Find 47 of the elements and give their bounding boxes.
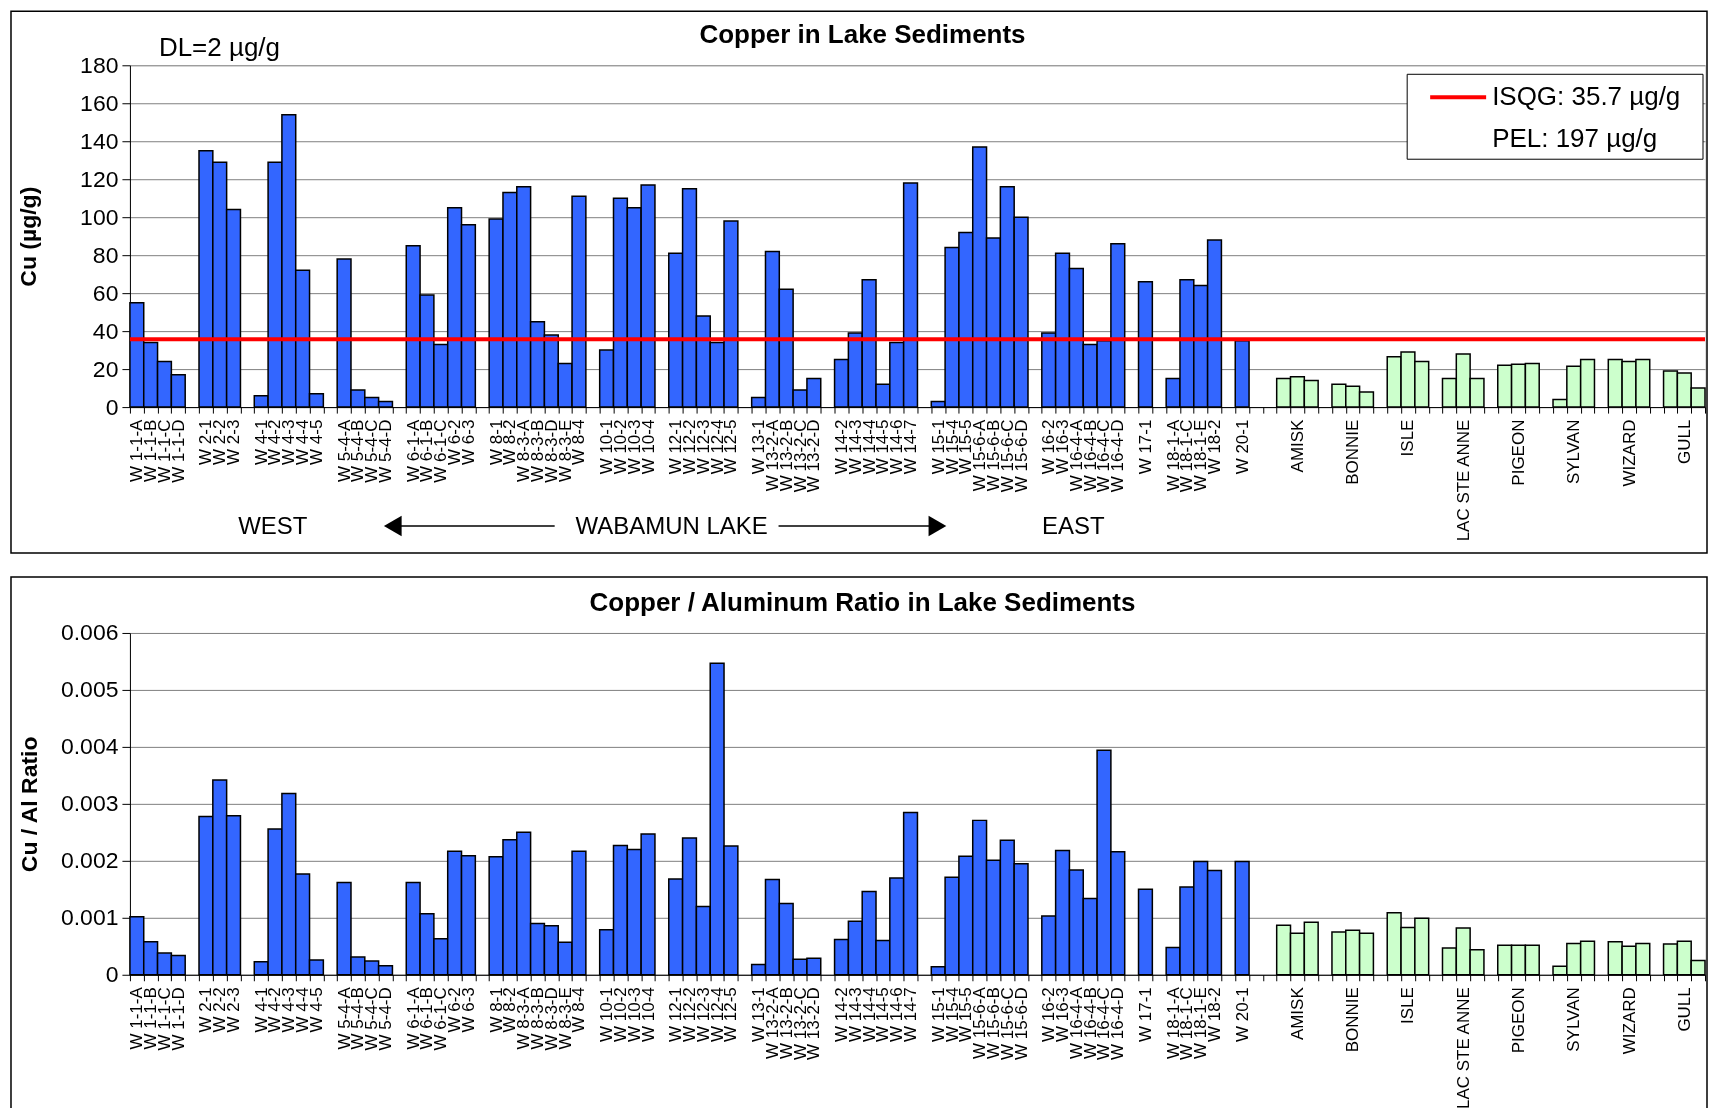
y-tick-label: 40 <box>92 317 119 344</box>
y-tick-label: 100 <box>80 203 119 230</box>
y-tick-label: 160 <box>80 89 119 116</box>
text: DL=2 µg/g <box>158 32 280 63</box>
x-tick-label: ISLE <box>1398 987 1418 1025</box>
y-tick-label: 0.002 <box>60 847 119 874</box>
x-tick-label: WIZARD <box>1619 987 1639 1055</box>
annotation: PEL: 197 µg/g <box>1492 123 1658 154</box>
x-tick-label: LAC STE ANNE <box>1453 419 1473 542</box>
chart-title: Copper / Aluminum Ratio in Lake Sediments <box>589 586 1136 617</box>
x-tick-label: GULL <box>1674 419 1694 464</box>
y-tick-label: 0 <box>105 961 119 988</box>
text: EAST <box>1042 512 1106 540</box>
y-tick-label: 0 <box>105 393 119 420</box>
x-tick-label: SYLVAN <box>1564 987 1584 1052</box>
y-axis-title: Cu (µg/g) <box>15 186 42 287</box>
x-tick-label: GULL <box>1674 987 1694 1032</box>
x-tick-label: ISLE <box>1398 419 1418 457</box>
x-tick-label: W 17-1 <box>1135 987 1155 1042</box>
legend-label: ISQG: 35.7 µg/g <box>1492 81 1681 112</box>
x-tick-label: WIZARD <box>1619 419 1639 487</box>
y-tick-label: 0.006 <box>60 619 119 646</box>
x-tick-label: W 17-1 <box>1135 419 1155 475</box>
y-tick-label: 0.003 <box>60 790 119 817</box>
x-tick-label: SYLVAN <box>1564 419 1584 485</box>
y-tick-label: 0.004 <box>60 733 119 760</box>
chart-title: Copper in Lake Sediments <box>699 19 1026 50</box>
x-tick-label: AMISK <box>1287 418 1307 473</box>
x-tick-label: PIGEON <box>1508 419 1528 486</box>
y-tick-label: 120 <box>80 165 119 192</box>
y-tick-label: 180 <box>80 51 119 78</box>
y-tick-label: 80 <box>92 241 119 268</box>
text: WEST <box>238 512 308 540</box>
x-tick-label: W 20-1 <box>1232 987 1252 1042</box>
x-tick-label: AMISK <box>1287 986 1307 1041</box>
y-tick-label: 0.005 <box>60 676 119 703</box>
x-tick-label: BONNIE <box>1343 987 1363 1053</box>
text: WABAMUN LAKE <box>575 512 768 540</box>
x-tick-label: BONNIE <box>1343 419 1363 485</box>
y-tick-label: 0.001 <box>60 904 119 931</box>
x-tick-label: W 20-1 <box>1232 419 1252 475</box>
x-tick-label: PIGEON <box>1508 987 1528 1054</box>
y-tick-label: 60 <box>92 279 119 306</box>
x-tick-label: LAC STE ANNE <box>1453 987 1473 1108</box>
y-tick-label: 140 <box>80 127 119 154</box>
y-axis-title: Cu / Al Ratio <box>16 736 43 873</box>
y-tick-label: 20 <box>92 355 119 382</box>
